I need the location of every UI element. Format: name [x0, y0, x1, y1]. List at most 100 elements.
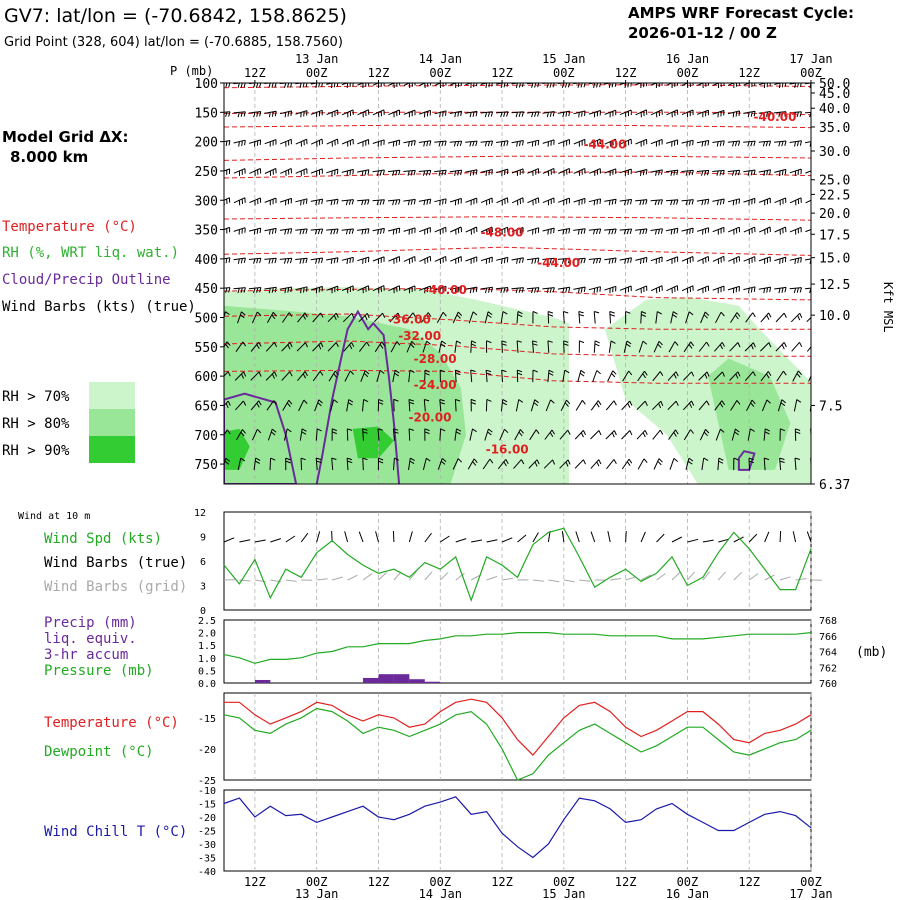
wind-barb: [233, 111, 246, 118]
wind-barb-true: [718, 538, 730, 543]
wind-barb: [743, 169, 756, 176]
precip-tick-label: 2.0: [198, 629, 216, 640]
wind-barb-true: [656, 533, 665, 543]
wind-barb-grid: [548, 579, 560, 583]
wind-barb: [727, 169, 741, 176]
wind-barb: [224, 287, 231, 293]
wind-barb: [403, 227, 416, 235]
wind-panel-header: Wind at 10 m: [18, 511, 90, 522]
wind-barb: [280, 138, 292, 147]
wind-barb-true: [375, 531, 379, 543]
wind-barb: [730, 400, 741, 411]
wind-barb: [652, 371, 664, 382]
wind-barb: [779, 457, 785, 471]
wind-barb: [516, 311, 523, 324]
wind-barb: [362, 399, 369, 412]
wind-barb: [668, 341, 679, 353]
rh-key-70-swatch: [89, 382, 135, 409]
wind-barb: [264, 257, 277, 264]
bottom-time-label: 00Z: [800, 875, 822, 889]
height-tick-label: 12.5: [819, 278, 850, 293]
temperature-contour: [224, 111, 811, 116]
wind-barb-true: [455, 538, 467, 543]
wind-barb: [392, 369, 400, 383]
wind-barb: [557, 110, 571, 118]
wind-barb: [480, 111, 494, 118]
wind-barb: [423, 399, 430, 412]
wind-barb: [775, 342, 787, 352]
wind-barb: [547, 340, 553, 353]
wind-barb: [310, 198, 324, 206]
wind-barb-grid: [748, 573, 759, 581]
wind-barb: [681, 199, 694, 206]
wind-barb: [728, 226, 740, 235]
wind-barb: [605, 430, 617, 440]
wind-barb: [558, 197, 570, 206]
temperature-contour-label: -36.00: [388, 312, 431, 326]
wind-barb: [403, 169, 416, 176]
wind-barb: [346, 399, 354, 412]
wind-barb: [715, 311, 725, 324]
wind-barb: [542, 83, 555, 88]
top-date-label: 17 Jan: [789, 52, 832, 66]
wind-barb: [547, 311, 554, 324]
wind-barb: [496, 168, 509, 176]
wind-barb: [312, 371, 324, 382]
wind-barb: [743, 256, 756, 264]
wind-barb-grid: [610, 578, 622, 581]
wind-barb: [281, 312, 293, 323]
wind-barb: [527, 197, 540, 206]
temperature-contour: [224, 369, 811, 384]
wind-barb: [315, 457, 322, 471]
wind-barb: [760, 371, 772, 382]
wind-barb-true: [285, 535, 296, 543]
wind-barb: [619, 228, 633, 235]
wind-barb: [532, 369, 538, 383]
wind-barb: [758, 256, 771, 264]
height-tick-label: 50.0: [819, 77, 850, 92]
wind-barb: [249, 197, 262, 206]
rh-key-80-label: RH > 80%: [2, 416, 70, 432]
wind-barb: [295, 228, 308, 235]
wind-barb: [532, 311, 538, 324]
wind-barb: [452, 458, 463, 470]
wind-barb-true: [344, 531, 349, 543]
wind-barb: [224, 140, 231, 147]
wind-barb-true: [748, 533, 758, 543]
wind-barb: [544, 429, 556, 440]
wind-barb: [635, 109, 648, 118]
wind-barb: [681, 227, 694, 235]
temperature-label: Temperature (°C): [44, 715, 179, 731]
wind-barb: [436, 311, 447, 323]
wind-barb: [408, 399, 415, 412]
wind-barb: [775, 312, 787, 323]
wind-barb: [496, 140, 509, 147]
chill-tick-label: -20: [198, 813, 216, 824]
wind-barb: [559, 459, 571, 469]
wind-barb: [344, 370, 354, 382]
wind-barb: [697, 285, 709, 294]
wind-barb: [449, 83, 462, 88]
wind-barb: [588, 228, 602, 235]
wind-barb-grid: [347, 574, 358, 581]
wind-barb: [714, 400, 726, 411]
precip-tick-label: 0.5: [198, 666, 216, 677]
wind-barb: [557, 83, 571, 88]
wind-barb: [342, 312, 355, 323]
pressure-unit-label: (mb): [856, 645, 887, 660]
wind-barb-true: [408, 531, 413, 543]
wind-barb: [729, 371, 741, 381]
wind-barb: [727, 110, 741, 118]
wind-barb: [665, 169, 679, 176]
top-time-label: 12Z: [615, 66, 637, 80]
top-time-label: 00Z: [429, 66, 451, 80]
temperature-dewpoint-panel: -15 -20 -25: [198, 692, 812, 787]
wind-barb: [439, 369, 445, 383]
wind-barb: [434, 110, 447, 118]
wind-barb: [574, 430, 587, 440]
wind-barb: [326, 138, 339, 147]
wind-barb: [669, 458, 679, 470]
wind-barb-grid: [532, 579, 544, 582]
wind-barb: [542, 227, 555, 235]
wind-barb: [557, 286, 571, 294]
